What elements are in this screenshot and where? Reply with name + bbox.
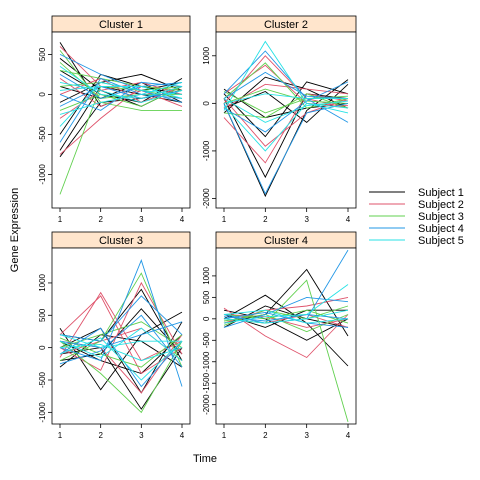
- series-line-subject-1: [223, 309, 349, 341]
- series-line-subject-4: [223, 81, 349, 133]
- x-tick-label: 1: [222, 431, 227, 440]
- series-line-subject-5: [223, 93, 348, 104]
- y-tick-label: 1000: [202, 266, 211, 284]
- series-line-subject-5: [223, 102, 349, 152]
- legend-label: Subject 5: [418, 235, 464, 247]
- series-line-subject-5: [59, 85, 183, 99]
- series-line-subject-4: [59, 258, 183, 387]
- series-line-subject-4: [59, 321, 183, 349]
- x-tick-label: 2: [98, 431, 103, 440]
- series-line-subject-5: [223, 309, 349, 324]
- x-tick-label: 2: [263, 431, 268, 440]
- y-tick-label: 0: [38, 92, 47, 97]
- panel-title: Cluster 4: [264, 235, 308, 247]
- series-line-subject-2: [223, 307, 349, 359]
- legend-label: Subject 2: [418, 199, 464, 211]
- panel-frame: [51, 247, 191, 425]
- series-line-subject-4: [59, 85, 183, 107]
- series-line-subject-5: [59, 81, 183, 103]
- y-tick-label: -1500: [202, 372, 211, 393]
- series-line-subject-5: [223, 309, 349, 324]
- series-line-subject-4: [223, 71, 349, 100]
- y-tick-label: 500: [38, 308, 47, 322]
- series-line-subject-5: [59, 81, 183, 115]
- y-tick-label: -1000: [202, 140, 211, 161]
- x-tick-label: 4: [346, 215, 351, 224]
- x-tick-label: 4: [180, 215, 185, 224]
- series-line-subject-2: [59, 281, 183, 371]
- series-lines: [59, 258, 183, 414]
- legend-item: Subject 5: [369, 235, 464, 247]
- legend-item: Subject 4: [369, 223, 464, 235]
- series-lines: [223, 249, 349, 423]
- series-line-subject-5: [223, 40, 349, 111]
- series-line-subject-4: [223, 50, 349, 123]
- legend-label: Subject 4: [418, 223, 464, 235]
- y-tick-label: -1000: [38, 164, 47, 185]
- y-tick-label: 1000: [202, 46, 211, 64]
- series-line-subject-5: [59, 334, 182, 349]
- panel-3: Cluster 3 1 2 3 4 -1000 -500 0 500 1000: [38, 231, 191, 440]
- x-tick-label: 4: [180, 431, 185, 440]
- series-lines: [59, 42, 183, 195]
- series-line-subject-5: [223, 284, 349, 324]
- series-line-subject-3: [59, 50, 182, 111]
- y-tick-label: 0: [202, 101, 211, 106]
- series-line-subject-3: [223, 314, 349, 333]
- y-tick-label: -2000: [202, 394, 211, 415]
- legend-item: Subject 1: [369, 187, 464, 199]
- series-line-subject-1: [223, 93, 349, 179]
- x-tick-label: 4: [346, 431, 351, 440]
- panel-frame: [215, 247, 357, 425]
- x-tick-label: 2: [98, 215, 103, 224]
- y-tick-label: -500: [38, 126, 47, 143]
- x-tick-label: 3: [139, 431, 144, 440]
- legend-item: Subject 2: [369, 199, 464, 211]
- x-tick-label: 3: [139, 215, 144, 224]
- panel-title: Cluster 2: [264, 19, 308, 31]
- y-tick-label: -2000: [202, 188, 211, 209]
- panel-title: Cluster 3: [99, 235, 143, 247]
- series-line-subject-1: [223, 294, 349, 367]
- series-line-subject-3: [59, 272, 183, 368]
- panels-layer: Cluster 1 1 2 3 4 -1000 -500 0 500 Cluster 2 1 2 3 4 -…: [38, 15, 357, 440]
- legend-label: Subject 1: [418, 187, 464, 199]
- y-tick-label: 500: [202, 290, 211, 304]
- series-line-subject-4: [223, 314, 349, 322]
- panel-1: Cluster 1 1 2 3 4 -1000 -500 0 500: [38, 15, 191, 224]
- x-tick-label: 3: [304, 431, 309, 440]
- series-line-subject-4: [59, 295, 183, 342]
- x-tick-label: 1: [58, 431, 63, 440]
- x-tick-label: 1: [58, 215, 63, 224]
- series-line-subject-5: [59, 327, 183, 361]
- panel-title: Cluster 1: [99, 19, 143, 31]
- panel-2: Cluster 2 1 2 3 4 -2000 -1000 0 1000: [202, 15, 357, 224]
- y-tick-label: -500: [38, 371, 47, 388]
- y-tick-label: -500: [202, 332, 211, 349]
- panel-frame: [215, 31, 357, 209]
- y-tick-label: 1000: [38, 273, 47, 291]
- y-tick-label: -1000: [38, 402, 47, 423]
- series-line-subject-5: [59, 343, 183, 362]
- panel-4: Cluster 4 1 2 3 4 -2000-1500-1000 -500 0 500 1000: [202, 231, 357, 440]
- y-tick-label: 0: [38, 345, 47, 350]
- y-tick-label: -1000: [202, 351, 211, 372]
- y-tick-label: 0: [202, 316, 211, 321]
- legend-item: Subject 3: [369, 211, 464, 223]
- x-tick-label: 2: [263, 215, 268, 224]
- series-lines: [223, 40, 349, 198]
- x-tick-label: 1: [222, 215, 227, 224]
- series-line-subject-3: [223, 88, 349, 104]
- x-tick-label: 3: [304, 215, 309, 224]
- y-axis-title: Gene Expression: [9, 188, 21, 272]
- legend-label: Subject 3: [418, 211, 464, 223]
- x-axis-title: Time: [193, 453, 217, 465]
- y-tick-label: 500: [38, 47, 47, 61]
- series-line-subject-5: [223, 98, 349, 123]
